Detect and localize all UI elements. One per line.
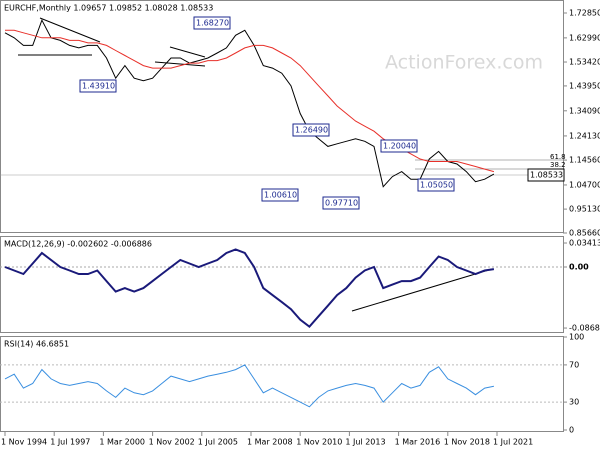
annotation: 0.97710 [325,199,358,208]
annotation: 1.05050 [420,181,453,190]
x-tick-label: 1 Jul 2005 [198,438,238,447]
y-tick-label: 100 [569,333,584,342]
watermark: ActionForex.com [385,52,543,74]
annotation: 1.26490 [295,126,328,135]
y-tick-label: 1.14560 [569,156,600,165]
x-tick-label: 1 Mar 2000 [99,438,145,447]
annotation-box [417,178,455,192]
y-tick-label: 70 [569,360,579,369]
y-tick-label: 1.53420 [569,58,600,67]
annotation-box [380,139,418,153]
annotation: 1.43910 [82,82,115,91]
rsi-panel [0,336,564,432]
x-tick-label: 1 Nov 1994 [1,438,47,447]
y-tick-label: 1.72850 [569,8,600,17]
y-tick-label: -0.086849 [569,324,600,333]
y-tick-label: 0.00 [569,263,589,272]
annotation: 61.8 [550,153,566,161]
y-tick-label: 1.62990 [569,33,600,42]
x-tick-label: 1 Nov 2010 [296,438,342,447]
chart-title: EURCHF,Monthly 1.09657 1.09852 1.08028 1… [4,4,213,13]
series-line [5,29,495,173]
series-line [4,18,495,188]
x-tick-label: 1 Mar 2016 [395,438,441,447]
x-tick-label: 1 Nov 2018 [444,438,490,447]
annotation-box [292,123,330,137]
price-panel [0,0,564,233]
trend-line [154,61,206,67]
series-line [4,364,494,408]
y-tick-label: 0.034137 [569,239,600,248]
rsi-title: RSI(14) 46.6851 [4,340,69,349]
annotation-box [79,79,117,93]
macd-panel [0,236,564,333]
annotation: 1.08533 [530,171,563,180]
annotation-box [193,16,231,30]
y-tick-label: 0.85660 [569,229,600,238]
y-tick-label: 1.24130 [569,131,600,140]
series-line [4,248,495,329]
price-label-box [527,168,565,182]
x-tick-label: 1 Jul 1997 [50,438,90,447]
x-tick-label: 1 Nov 2002 [149,438,195,447]
trend-line [351,268,493,312]
x-tick-label: 1 Jul 2021 [493,438,533,447]
y-tick-label: 1.43950 [569,81,600,90]
annotation: 1.00610 [264,191,297,200]
y-tick-label: 1.04700 [569,180,600,189]
annotation: 38.2 [550,161,566,169]
annotation-box [322,196,360,210]
y-tick-label: 0 [569,426,574,435]
x-tick-label: 1 Jul 2013 [345,438,385,447]
annotation: 1.68270 [196,19,229,28]
macd-title: MACD(12,26,9) -0.002602 -0.006886 [4,240,152,249]
y-tick-label: 0.95130 [569,205,600,214]
y-tick-label: 1.34090 [569,106,600,115]
annotation: 1.20040 [383,142,416,151]
annotation-box [261,188,299,202]
x-tick-label: 1 Mar 2008 [247,438,293,447]
y-tick-label: 30 [569,398,579,407]
trend-line [39,17,101,43]
trend-line [169,46,206,58]
